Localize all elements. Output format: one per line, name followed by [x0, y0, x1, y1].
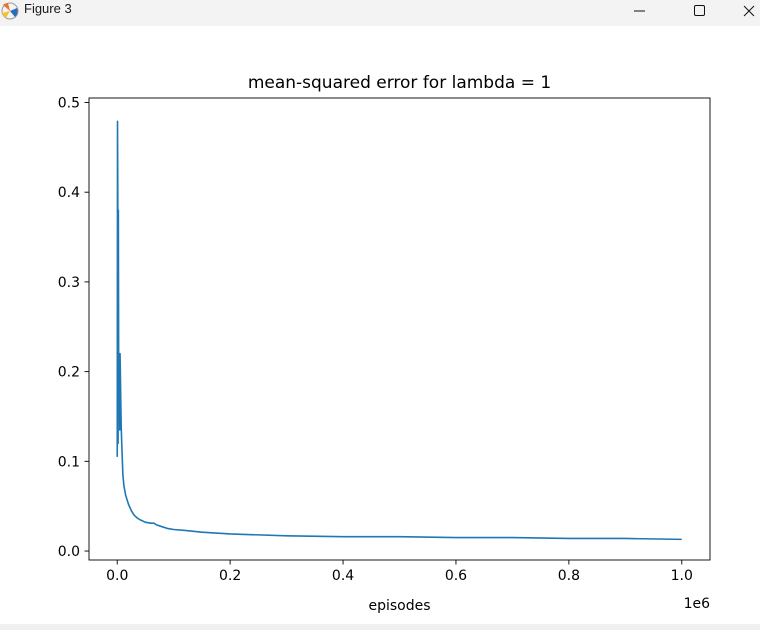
y-tick-label: 0.3: [58, 275, 80, 291]
y-tick-label: 0.1: [58, 454, 80, 470]
y-tick-label: 0.4: [58, 185, 80, 201]
minimize-button[interactable]: [620, 0, 660, 22]
window-bottom-bar: [0, 624, 760, 630]
x-tick-label: 1.0: [671, 568, 693, 584]
minimize-icon: [634, 2, 646, 21]
chart-title: mean-squared error for lambda = 1: [248, 73, 551, 93]
x-tick-label: 0.2: [219, 568, 241, 584]
matplotlib-logo-icon: [0, 1, 20, 21]
plot-frame: [88, 97, 711, 561]
y-tick-label: 0.0: [58, 544, 80, 560]
x-tick-label: 0.0: [106, 568, 128, 584]
series-line-0: [116, 120, 682, 541]
window-title: Figure 3: [24, 1, 72, 16]
close-button[interactable]: [738, 0, 760, 22]
x-axis-offset-label: 1e6: [684, 596, 711, 612]
y-tick-label: 0.2: [58, 365, 80, 381]
close-icon: [743, 2, 755, 21]
x-axis-label: episodes: [368, 598, 430, 614]
x-tick-label: 0.6: [445, 568, 467, 584]
figure-canvas: 0.0 0.2 0.4 0.6 0.8 1.0 0.0 0.1 0.2 0.3 0.4 0.5 mean…: [0, 26, 760, 624]
chart-svg: 0.0 0.2 0.4 0.6 0.8 1.0 0.0 0.1 0.2 0.3 0.4 0.5 mean…: [58, 73, 711, 614]
window-titlebar: Figure 3: [0, 0, 760, 26]
maximize-icon: [694, 2, 706, 21]
y-tick-label: 0.5: [58, 95, 80, 111]
x-tick-label: 0.8: [558, 568, 580, 584]
maximize-button[interactable]: [680, 0, 720, 22]
x-tick-label: 0.4: [332, 568, 354, 584]
